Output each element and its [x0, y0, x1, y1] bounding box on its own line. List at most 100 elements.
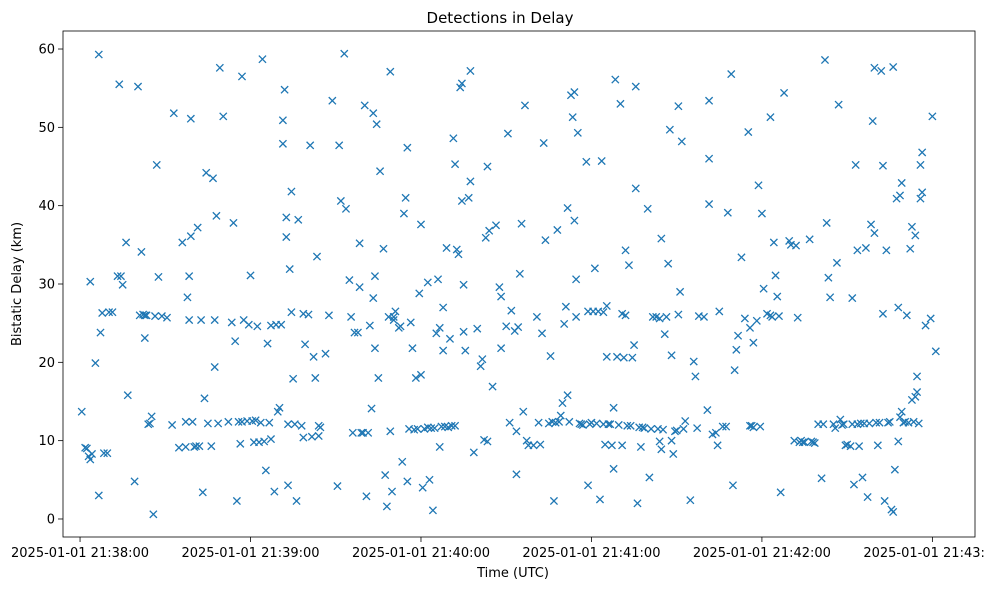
detection-point [473, 324, 482, 333]
detection-point [870, 63, 879, 72]
detection-point [140, 333, 149, 343]
detection-point [311, 373, 320, 383]
detection-point [333, 482, 342, 491]
detection-point [819, 420, 828, 429]
detection-point [810, 438, 819, 448]
detection-point [606, 420, 615, 429]
detection-point [147, 412, 156, 421]
detection-point [336, 196, 345, 206]
detection-point [103, 449, 112, 458]
detection-point [335, 141, 344, 150]
detection-point [849, 480, 859, 489]
detection-point [283, 481, 293, 490]
detection-point [837, 420, 847, 430]
detection-point [287, 187, 296, 196]
detection-point [340, 49, 349, 58]
detection-point [539, 138, 548, 148]
detection-point [512, 427, 521, 436]
detection-point [568, 113, 577, 122]
detection-point [572, 275, 581, 284]
detection-point [260, 437, 269, 446]
detection-point [345, 276, 354, 285]
detection-point [677, 137, 686, 146]
detection-point [595, 495, 605, 504]
detection-point [362, 492, 371, 501]
detection-point [664, 259, 673, 268]
detection-point [667, 351, 676, 360]
detection-point [150, 312, 160, 321]
detection-point [866, 220, 876, 229]
detection-point [790, 436, 799, 445]
detection-point [266, 435, 276, 444]
data-points [77, 49, 940, 519]
detection-point [152, 160, 161, 170]
detection-point [372, 120, 381, 129]
detection-point [413, 424, 422, 433]
detection-point [178, 238, 187, 247]
detection-point [916, 194, 925, 203]
detection-point [563, 203, 572, 213]
detection-point [894, 437, 903, 446]
detection-point [745, 323, 755, 332]
detection-point [357, 428, 366, 437]
detection-point [497, 344, 506, 353]
detection-point [142, 311, 151, 320]
detection-point [98, 308, 107, 318]
detection-point [232, 496, 241, 506]
detection-point [369, 109, 378, 118]
detection-point [461, 346, 470, 355]
detection-point [669, 449, 678, 459]
detection-point [773, 292, 782, 301]
detection-point [689, 357, 698, 366]
detection-point [865, 419, 874, 428]
detection-point [612, 352, 622, 361]
detection-point [572, 312, 581, 321]
detection-point [104, 308, 114, 317]
detection-point [94, 491, 103, 500]
x-tick-label: 2025-01-01 21:38:00 [11, 546, 149, 561]
detection-point [824, 273, 833, 282]
detection-point [280, 85, 289, 94]
detection-point [776, 488, 785, 497]
detection-point [285, 265, 294, 274]
detection-point [583, 481, 593, 490]
detection-point [873, 441, 882, 450]
detection-point [730, 366, 739, 375]
detection-point [321, 349, 330, 358]
detection-point [665, 125, 674, 134]
detection-point [398, 457, 407, 466]
detection-point [897, 178, 906, 188]
detection-point [87, 449, 97, 459]
detection-point [307, 432, 316, 441]
detection-point [497, 292, 506, 301]
detection-point [907, 222, 916, 231]
x-axis-label: Time (UTC) [476, 566, 549, 581]
detection-point [759, 284, 768, 293]
detection-point [766, 113, 775, 122]
detection-point [191, 442, 201, 451]
detection-point [636, 442, 645, 451]
plot-area [63, 31, 975, 537]
detection-point [476, 362, 485, 371]
detection-point [123, 391, 132, 400]
detection-point [831, 424, 840, 433]
detection-point [749, 423, 758, 432]
detection-point [360, 101, 369, 110]
detection-point [771, 271, 780, 280]
detection-point [921, 321, 930, 330]
detection-point [382, 502, 391, 511]
detection-point [408, 344, 417, 353]
detection-point [275, 403, 284, 412]
detection-point [662, 312, 671, 321]
detection-point [733, 331, 743, 340]
detection-point [631, 82, 640, 91]
detection-point [623, 421, 632, 430]
detection-point [116, 272, 126, 281]
detection-point [822, 218, 831, 227]
detection-point [563, 391, 572, 400]
detection-point [686, 496, 695, 505]
detection-point [507, 306, 516, 315]
detection-point [289, 374, 298, 383]
detection-point [911, 392, 920, 401]
detection-point [350, 328, 359, 337]
